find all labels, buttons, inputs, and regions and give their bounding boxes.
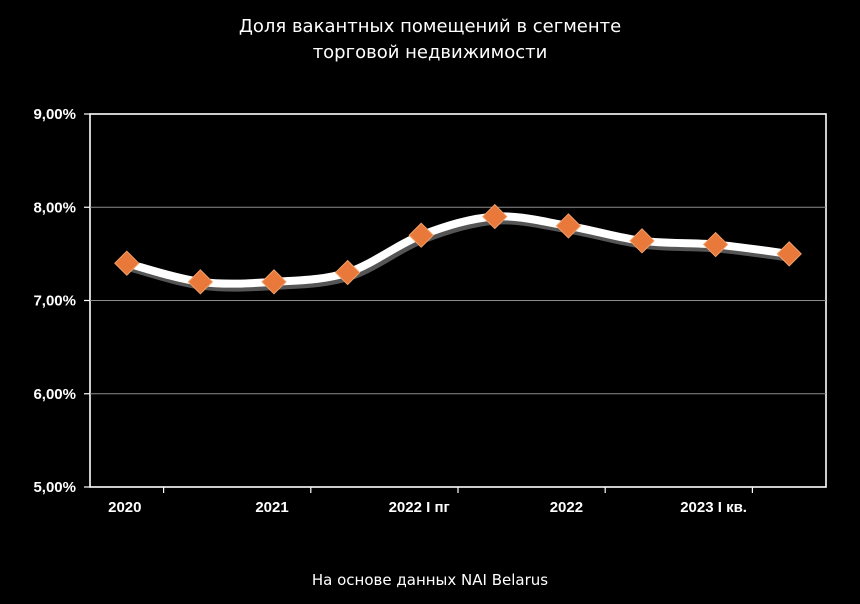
gridlines	[90, 206, 826, 395]
y-tick-label: 9,00%	[33, 106, 76, 123]
data-point-marker	[334, 259, 361, 286]
data-point-marker	[702, 231, 729, 258]
y-axis-ticks: 9,00% 8,00% 7,00% 6,00% 5,00%	[33, 106, 90, 496]
series-line-shadow	[123, 214, 797, 292]
data-point-marker	[776, 241, 802, 267]
data-point-marker	[555, 213, 582, 239]
y-tick-label: 6,00%	[33, 386, 76, 403]
y-tick-label: 8,00%	[33, 199, 76, 216]
x-tick-label: 2023 I кв.	[680, 499, 747, 516]
chart-title-line-1: Доля вакантных помещений в сегменте	[238, 16, 622, 37]
series-line	[122, 212, 794, 288]
y-tick-label: 5,00%	[33, 479, 76, 496]
data-point-marker	[408, 222, 434, 248]
x-tick-label: 2020	[108, 499, 141, 516]
data-point-marker	[629, 228, 655, 254]
data-point-marker	[482, 203, 508, 230]
series-layer	[114, 203, 802, 295]
chart-title-line-2: торговой недвижимости	[312, 42, 548, 63]
x-axis-ticks: 2020 2021 2022 I пг 2022 2023 I кв.	[108, 487, 754, 516]
data-point-marker	[187, 269, 214, 295]
chart-title: Доля вакантных помещений в сегменте торг…	[0, 14, 860, 66]
data-point-marker	[261, 269, 287, 295]
x-tick-label: 2021	[255, 499, 288, 516]
x-tick-label: 2022 I пг	[389, 499, 450, 516]
data-point-marker	[114, 250, 140, 276]
x-tick-label: 2022	[550, 499, 583, 516]
y-tick-label: 7,00%	[33, 293, 76, 310]
source-note: На основе данных NAI Belarus	[311, 571, 549, 589]
